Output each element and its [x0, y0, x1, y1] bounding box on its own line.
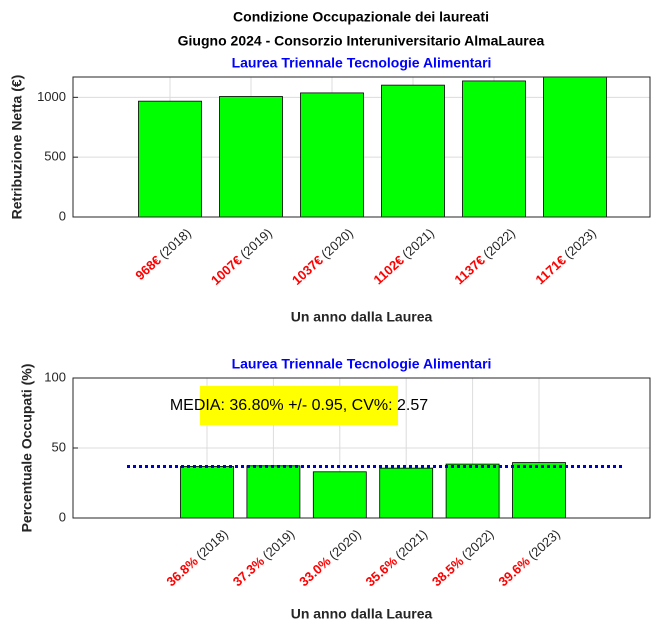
bar — [219, 96, 283, 218]
y-tick-label: 1000 — [37, 89, 66, 104]
category-label: (2019) — [237, 226, 275, 262]
category-label: (2021) — [399, 226, 437, 262]
x-axis-label: Un anno dalla Laurea — [291, 309, 433, 325]
x-tick-label: 1171€(2023) — [533, 226, 600, 288]
value-label: 37.3% — [230, 554, 268, 590]
y-tick-label: 50 — [52, 439, 66, 454]
subtitle: Laurea Triennale Tecnologie Alimentari — [232, 55, 492, 71]
title-line: Giugno 2024 - Consorzio Interuniversitar… — [178, 33, 545, 49]
value-label: 36.8% — [164, 554, 202, 590]
value-label: 1171€ — [533, 253, 569, 288]
value-label: 1137€ — [452, 253, 488, 288]
category-label: (2019) — [260, 527, 298, 563]
x-tick-label: 36.8%(2018) — [164, 527, 232, 590]
bar — [445, 463, 500, 519]
value-label: 1037€ — [289, 253, 326, 288]
value-label: 33.0% — [297, 554, 335, 590]
x-tick-label: 1102€(2021) — [371, 226, 438, 288]
bar — [300, 92, 364, 218]
category-label: (2022) — [480, 226, 518, 262]
annotation-box — [200, 386, 398, 425]
category-label: (2018) — [156, 226, 194, 262]
category-label: (2021) — [393, 527, 431, 563]
y-tick-label: 0 — [59, 208, 66, 223]
bar — [543, 76, 607, 218]
bar — [512, 462, 566, 519]
bar — [379, 467, 434, 519]
category-label: (2023) — [561, 226, 599, 262]
bar — [180, 466, 234, 519]
category-label: (2020) — [326, 527, 364, 563]
value-label: 38.5% — [429, 554, 467, 590]
x-tick-label: 39.6%(2023) — [496, 527, 564, 590]
axes-box — [72, 377, 651, 519]
category-label: (2018) — [193, 527, 231, 563]
x-tick-label: 33.0%(2020) — [297, 527, 365, 590]
value-label: 968€ — [133, 253, 165, 283]
bar — [312, 471, 367, 519]
bar — [246, 465, 301, 519]
y-tick-label: 500 — [44, 149, 66, 164]
x-tick-label: 1037€(2020) — [289, 226, 356, 288]
value-label: 39.6% — [496, 554, 534, 590]
category-label: (2020) — [318, 226, 356, 262]
x-axis-label: Un anno dalla Laurea — [291, 606, 433, 622]
x-tick-label: 38.5%(2022) — [429, 527, 497, 590]
x-tick-label: 968€(2018) — [133, 226, 195, 284]
x-tick-label: 37.3%(2019) — [230, 527, 298, 590]
value-label: 1102€ — [371, 253, 407, 288]
y-axis-label: Retribuzione Netta (€) — [9, 75, 25, 220]
category-label: (2023) — [525, 527, 563, 563]
y-tick-label: 0 — [59, 509, 66, 524]
subtitle: Laurea Triennale Tecnologie Alimentari — [232, 356, 492, 372]
x-tick-label: 35.6%(2021) — [363, 527, 431, 590]
title-line: Condizione Occupazionale dei laureati — [233, 9, 489, 25]
axes-box — [72, 76, 651, 218]
x-tick-label: 1137€(2022) — [452, 226, 519, 288]
annotation: MEDIA: 36.80% +/- 0.95, CV%: 2.57 — [170, 397, 428, 414]
bar — [381, 84, 445, 218]
value-label: 1007€ — [208, 253, 245, 288]
category-label: (2022) — [459, 527, 497, 563]
x-tick-label: 1007€(2019) — [208, 226, 275, 288]
bar — [462, 80, 526, 218]
y-tick-label: 100 — [44, 369, 66, 384]
bar — [138, 100, 202, 218]
y-axis-label: Percentuale Occupati (%) — [19, 364, 35, 533]
value-label: 35.6% — [363, 554, 401, 590]
